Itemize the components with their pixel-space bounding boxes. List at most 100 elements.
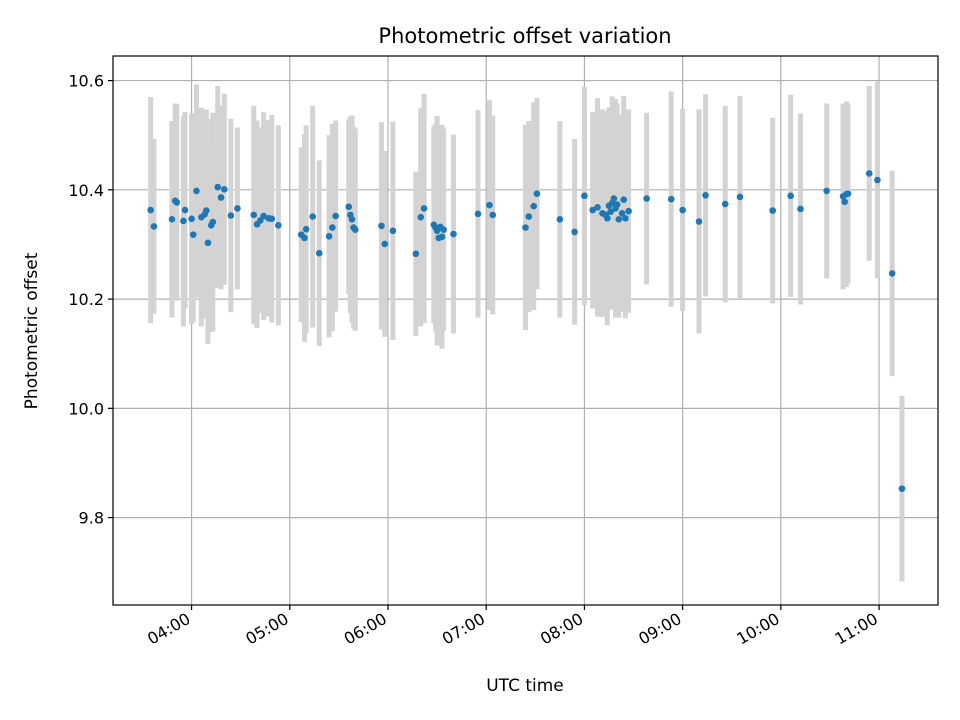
data-point [823, 187, 830, 195]
data-point [221, 185, 228, 193]
data-point [440, 226, 447, 234]
y-tick-label: 9.8 [79, 509, 104, 528]
data-point [486, 201, 493, 209]
data-point [204, 239, 212, 247]
data-point [702, 191, 709, 199]
data-points [147, 170, 906, 492]
x-tick-label: 06:00 [341, 609, 390, 649]
y-axis-ticks: 9.8 10.0 10.2 10.4 10.6 [68, 72, 113, 528]
data-point [615, 216, 623, 223]
data-point [193, 187, 200, 195]
error-bars [148, 81, 905, 582]
data-point [695, 218, 703, 225]
plot-frame [112, 55, 939, 606]
data-point [381, 240, 389, 248]
data-point [378, 222, 385, 230]
data-point [389, 227, 397, 235]
data-point [345, 203, 353, 211]
data-point [214, 183, 222, 191]
data-point [332, 212, 339, 220]
data-point [438, 233, 446, 241]
data-point [769, 207, 776, 214]
data-point [610, 195, 618, 202]
data-point [450, 230, 457, 238]
data-point [787, 192, 794, 200]
x-tick-label: 10:00 [733, 609, 782, 649]
data-point [309, 213, 317, 220]
data-point [594, 204, 601, 211]
y-tick-label: 10.0 [68, 399, 104, 418]
data-point [329, 224, 336, 231]
data-point [189, 231, 197, 238]
data-point [489, 211, 497, 219]
data-point [217, 194, 225, 201]
data-point [874, 176, 881, 184]
y-tick-label: 10.2 [68, 290, 104, 309]
data-point [522, 224, 529, 231]
x-tick-label: 11:00 [832, 609, 881, 649]
data-point [620, 196, 628, 203]
data-point [622, 214, 629, 222]
data-point [203, 207, 210, 214]
data-point [721, 200, 729, 208]
data-point [420, 205, 428, 212]
data-point [250, 211, 258, 219]
data-point [613, 201, 621, 208]
data-point [667, 195, 675, 203]
data-point [841, 198, 848, 206]
data-point [234, 205, 241, 212]
data-point [604, 214, 611, 222]
data-point [275, 222, 282, 229]
data-point [865, 170, 873, 177]
data-point [180, 217, 187, 225]
data-point [525, 213, 533, 220]
data-point [301, 234, 308, 242]
data-point [844, 190, 852, 197]
data-point [147, 206, 154, 214]
data-point [618, 210, 626, 217]
data-point [888, 270, 896, 277]
y-tick-label: 10.6 [68, 72, 104, 91]
data-point [412, 250, 420, 258]
data-point [268, 215, 276, 223]
data-point [797, 205, 804, 213]
x-axis-label: UTC time [486, 676, 564, 696]
data-point [150, 223, 158, 230]
x-tick-label: 04:00 [144, 609, 193, 649]
x-tick-label: 08:00 [537, 609, 586, 649]
data-point [302, 225, 310, 233]
data-point [209, 218, 217, 226]
data-point [581, 192, 588, 200]
data-point [736, 193, 744, 201]
data-point [348, 216, 356, 223]
data-point [168, 216, 176, 223]
data-point [417, 213, 425, 221]
data-point [898, 485, 906, 492]
data-point [227, 212, 235, 219]
data-point [188, 215, 195, 223]
data-point [607, 208, 614, 215]
data-point [530, 202, 537, 210]
data-point [556, 216, 564, 223]
data-point [173, 199, 181, 206]
x-tick-label: 07:00 [439, 609, 488, 649]
y-tick-label: 10.4 [68, 181, 104, 200]
data-point [181, 206, 189, 214]
data-point [571, 228, 578, 236]
data-point [325, 232, 333, 240]
data-point [315, 249, 323, 257]
data-point [474, 210, 482, 218]
data-point [351, 226, 359, 234]
data-point [625, 207, 632, 215]
data-point [589, 206, 596, 214]
y-axis-label: Photometric offset [22, 252, 42, 409]
x-axis-ticks: 04:00 05:00 06:00 07:00 08:00 09:00 10:00 11:00 [144, 605, 881, 649]
data-point [679, 206, 686, 214]
data-point [643, 195, 650, 202]
data-point [533, 190, 541, 197]
x-tick-label: 05:00 [242, 609, 291, 649]
chart-title: Photometric offset variation [378, 24, 671, 48]
data-point [260, 212, 267, 220]
x-tick-label: 09:00 [635, 609, 684, 649]
